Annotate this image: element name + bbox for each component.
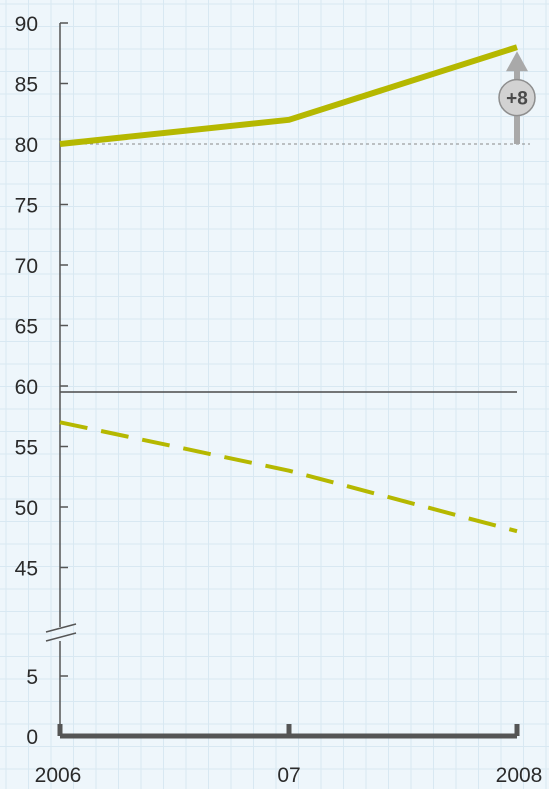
y-tick-label: 70 [15, 255, 38, 278]
series-line-solid [59, 44, 518, 147]
axis-break-mark [45, 623, 77, 633]
axes [45, 22, 520, 739]
x-tick-label: 2006 [35, 764, 82, 787]
annotation-label: +8 [506, 89, 528, 110]
y-tick-label: 45 [15, 558, 38, 581]
x-tick-label: 07 [277, 764, 300, 787]
y-tick-label: 90 [15, 13, 38, 36]
y-tick-label: 55 [15, 437, 38, 460]
reference-lines [60, 143, 530, 393]
y-tick-label: 85 [15, 74, 38, 97]
axis-break-mark [45, 632, 77, 642]
change-annotation: +8 [498, 51, 536, 144]
y-tick-label: 50 [15, 497, 38, 520]
tick-labels: 0 5 45 50 55 60 65 70 75 80 85 90 2006 07 2008 [15, 13, 543, 787]
y-tick-label: 0 [26, 726, 38, 749]
annotation-badge [498, 78, 536, 117]
y-tick-label: 5 [26, 666, 38, 689]
series [59, 44, 518, 534]
annotation-arrowhead [506, 51, 528, 72]
series-line-dashed [59, 420, 518, 534]
x-tick-label: 2008 [496, 764, 543, 787]
y-tick-label: 75 [15, 195, 38, 218]
y-tick-label: 65 [15, 316, 38, 339]
y-tick-label: 60 [15, 376, 38, 399]
y-tick-label: 80 [15, 134, 38, 157]
